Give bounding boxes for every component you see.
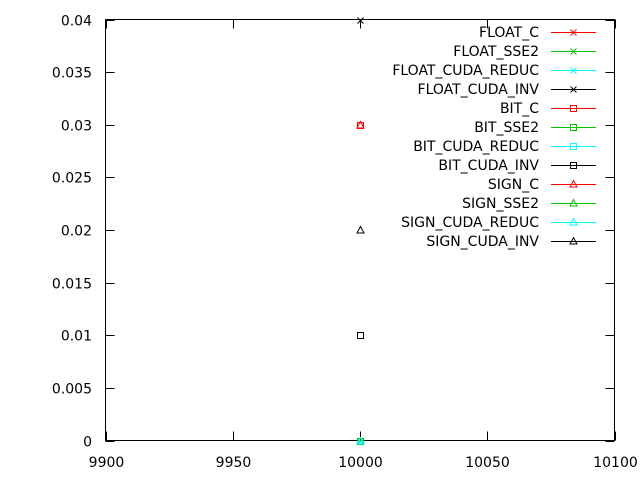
legend-label: SIGN_CUDA_REDUC [401,215,539,231]
marker-stroke [570,67,577,74]
legend: FLOAT_C FLOAT_SSE2 FLOAT_CUDA_REDUC FLOAT_C… [392,25,596,250]
legend-marker [570,143,577,150]
data-point [356,120,365,129]
x-tick-label: 10000 [338,455,383,471]
y-tick-label: 0.015 [52,277,92,293]
marker-stroke [570,86,577,93]
legend-marker [570,67,577,74]
legend-marker [570,48,577,55]
x-tick-label: 10050 [465,455,510,471]
legend-label: FLOAT_CUDA_INV [418,82,540,98]
y-tick-label: 0.02 [61,224,92,240]
marker-stroke [357,17,364,24]
legend-label: BIT_SSE2 [474,120,539,136]
axes-group: 0 0.005 0.01 0.015 0.02 0.025 0.03 0.035 0.04 990… [52,14,638,472]
legend-marker [570,86,577,93]
y-tick-label: 0.025 [52,171,92,187]
data-point [357,17,364,24]
data-point [356,225,365,234]
y-tick-label: 0.04 [61,14,92,30]
legend-label: SIGN_SSE2 [462,196,539,212]
legend-label: BIT_CUDA_INV [438,158,539,174]
legend-label: BIT_CUDA_REDUC [413,139,539,155]
y-tick-label: 0.03 [61,119,92,135]
legend-marker [570,29,577,36]
legend-label: BIT_C [500,101,539,117]
y-tick-label: 0 [83,435,92,451]
x-tick-label: 9900 [89,455,125,471]
data-point [357,332,364,339]
legend-marker [569,217,578,226]
legend-label: SIGN_CUDA_INV [426,234,539,250]
legend-marker [569,198,578,207]
data-marks-group [356,17,365,445]
legend-label: FLOAT_C [479,25,539,41]
y-tick-label: 0.005 [52,382,92,398]
data-point [357,332,364,339]
y-tick-label: 0.035 [52,66,92,82]
legend-label: FLOAT_SSE2 [453,44,539,60]
marker-stroke [570,29,577,36]
x-tick-label: 10100 [593,455,638,471]
legend-marker [569,236,578,245]
legend-label: SIGN_C [488,177,539,193]
legend-marker [570,162,577,169]
legend-label: FLOAT_CUDA_REDUC [392,63,539,79]
y-tick-label: 0.01 [61,329,92,345]
legend-marker [570,105,577,112]
x-tick-label: 9950 [216,455,252,471]
legend-marker [569,179,578,188]
marker-stroke [570,48,577,55]
data-point [356,436,365,445]
legend-marker [570,124,577,131]
